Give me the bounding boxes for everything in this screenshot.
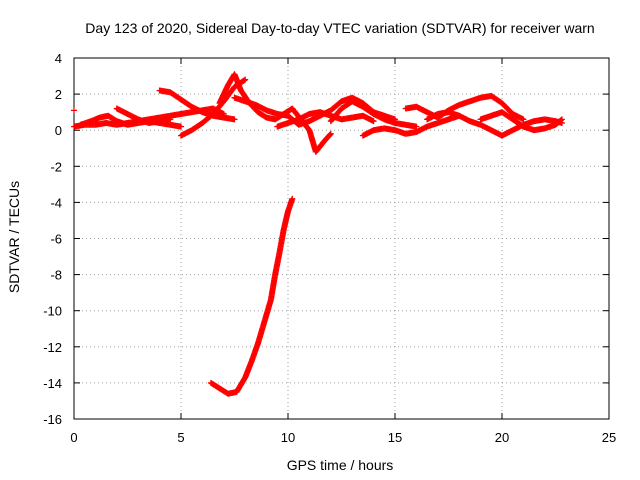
y-tick-label: 0: [55, 123, 62, 138]
data-point: [327, 130, 334, 137]
x-tick-label: 10: [281, 430, 295, 445]
data-point: [167, 116, 174, 123]
y-tick-label: -6: [50, 232, 62, 247]
y-tick-label: -4: [50, 195, 62, 210]
data-point: [178, 123, 184, 130]
data-point: [327, 131, 334, 138]
series-arc-9: [274, 109, 377, 130]
data-point: [520, 116, 527, 123]
series-arc-4: [113, 105, 174, 126]
series-arc-15: [207, 195, 296, 397]
data-point: [289, 195, 296, 202]
data-point: [558, 116, 565, 123]
data-point: [370, 118, 377, 125]
data-points: [71, 71, 565, 397]
data-point: [71, 107, 77, 114]
x-axis-label: GPS time / hours: [287, 457, 394, 473]
y-tick-label: -8: [50, 268, 62, 283]
gridlines: [74, 58, 609, 419]
x-tick-label: 15: [388, 430, 402, 445]
y-tick-label: -12: [43, 340, 62, 355]
y-tick-label: -10: [43, 304, 62, 319]
series-arc-10: [327, 98, 420, 130]
series-arc-13: [424, 109, 565, 139]
y-tick-label: -14: [43, 376, 62, 391]
series-arc-1: [71, 107, 77, 114]
y-tick-label: 2: [55, 87, 62, 102]
x-tick-label: 0: [70, 430, 77, 445]
data-point: [241, 77, 248, 84]
data-point: [231, 116, 238, 123]
y-tick-label: -2: [50, 159, 62, 174]
data-point: [558, 117, 565, 124]
data-point: [242, 76, 249, 83]
series-arc-14: [477, 109, 565, 134]
y-axis-label: SDTVAR / TECUs: [6, 181, 22, 293]
y-tick-label: -16: [43, 412, 62, 427]
chart-title: Day 123 of 2020, Sidereal Day-to-day VTE…: [85, 20, 594, 36]
y-tick-label: 4: [55, 51, 62, 66]
x-tick-label: 5: [177, 430, 184, 445]
x-tick-label: 20: [495, 430, 509, 445]
x-tick-label: 25: [602, 430, 616, 445]
data-point: [413, 123, 420, 130]
